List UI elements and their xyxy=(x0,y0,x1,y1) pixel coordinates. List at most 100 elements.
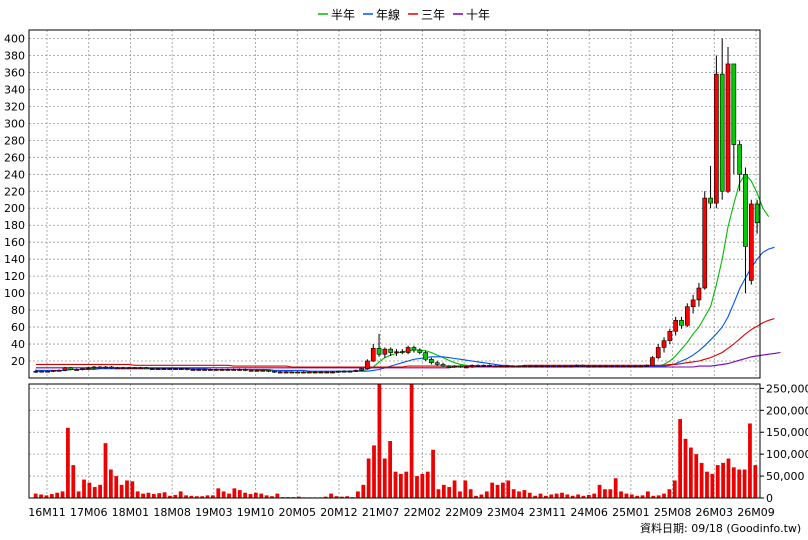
volume-tick-label: 100,000 xyxy=(766,448,808,461)
candle-body xyxy=(725,63,731,192)
volume-tick-label: 0 xyxy=(766,492,773,505)
volume-bar xyxy=(114,476,119,498)
candle-body xyxy=(586,365,591,368)
x-tick-label: 23M11 xyxy=(529,506,567,519)
legend-label-3: 十年 xyxy=(466,8,490,22)
candle-body xyxy=(306,371,312,374)
candlesticks xyxy=(33,38,760,374)
volume-bar xyxy=(753,465,758,498)
candle-body xyxy=(91,366,97,369)
candle-body xyxy=(411,347,417,351)
volume-bar xyxy=(672,480,677,498)
candle-body xyxy=(196,369,202,371)
candle-body xyxy=(591,365,597,368)
candle-body xyxy=(213,369,219,371)
volume-bar xyxy=(119,484,124,498)
candle-body xyxy=(504,365,510,368)
volume-bar xyxy=(549,494,554,498)
price-tick-label: 100 xyxy=(4,287,25,300)
candle-body xyxy=(615,365,620,368)
candle-body xyxy=(173,368,178,370)
candle-body xyxy=(62,367,68,371)
x-tick-label: 17M06 xyxy=(70,506,108,519)
x-tick-label: 19M10 xyxy=(237,506,275,519)
volume-bar xyxy=(543,495,548,498)
volume-bar xyxy=(329,493,333,498)
volume-bar xyxy=(629,494,634,498)
ma-line-0 xyxy=(35,173,770,373)
volume-bar xyxy=(678,419,683,498)
volume-bar xyxy=(506,480,511,498)
candle-body xyxy=(719,73,725,192)
volume-bar xyxy=(377,384,382,498)
volume-bar xyxy=(92,487,97,498)
candle-body xyxy=(434,362,440,365)
volume-bar xyxy=(125,480,129,498)
candle-body xyxy=(539,365,545,368)
volume-bar xyxy=(205,495,210,498)
volume-bar xyxy=(382,458,387,498)
volume-bar xyxy=(447,487,452,498)
volume-bar xyxy=(538,493,543,498)
price-tick-label: 240 xyxy=(4,168,25,181)
price-tick-label: 380 xyxy=(4,49,25,62)
candle-body xyxy=(103,366,109,369)
x-tick-label: 24M06 xyxy=(570,506,608,519)
volume-bar xyxy=(98,484,103,498)
candle-body xyxy=(114,367,120,370)
candle-body xyxy=(702,197,708,289)
volume-bar xyxy=(613,478,618,498)
volume-bar xyxy=(742,469,747,498)
candle-body xyxy=(580,364,585,367)
volume-bar xyxy=(420,473,425,498)
candle-body xyxy=(97,366,103,369)
candle-body xyxy=(184,368,190,370)
candle-body xyxy=(644,364,649,367)
volume-bar xyxy=(527,492,532,498)
legend-label-2: 三年 xyxy=(421,8,445,22)
x-tick-label: 18M01 xyxy=(112,506,150,519)
price-tick-label: 280 xyxy=(4,134,25,147)
volume-bar xyxy=(458,491,462,498)
volume-tick-label: 250,000 xyxy=(766,382,808,395)
candle-body xyxy=(545,365,551,368)
volume-bar xyxy=(603,489,607,498)
candle-body xyxy=(120,367,126,370)
candle-body xyxy=(667,331,673,341)
volume-bar xyxy=(656,495,661,498)
volume-bar xyxy=(259,493,264,498)
candle-body xyxy=(149,368,155,370)
candle-body xyxy=(603,365,609,368)
volume-bar xyxy=(76,491,81,498)
volume-bar xyxy=(103,443,108,498)
price-tick-label: 20 xyxy=(11,355,25,368)
x-tick-label: 26M03 xyxy=(696,506,734,519)
candle-body xyxy=(277,371,283,374)
ma-line-1 xyxy=(35,246,775,372)
candle-body xyxy=(74,369,79,371)
candle-body xyxy=(679,319,684,326)
volume-bar xyxy=(162,492,167,498)
candle-body xyxy=(167,368,173,370)
price-tick-label: 400 xyxy=(4,32,25,45)
price-tick-label: 140 xyxy=(4,253,25,266)
volume-bar xyxy=(715,465,720,498)
volume-bar xyxy=(688,447,693,498)
volume-bar xyxy=(361,484,366,498)
price-tick-label: 40 xyxy=(11,338,25,351)
candle-body xyxy=(562,365,568,368)
candle-body xyxy=(248,370,254,372)
volume-bar xyxy=(436,489,441,498)
volume-bar xyxy=(44,495,49,498)
candle-body xyxy=(347,370,353,373)
volume-bar xyxy=(425,471,430,498)
volume-bar xyxy=(511,489,516,498)
candle-body xyxy=(242,369,248,371)
moving-average-lines xyxy=(35,173,781,373)
volume-bar xyxy=(667,489,672,498)
candle-body xyxy=(318,371,324,374)
volume-bar xyxy=(211,495,215,498)
volume-bar xyxy=(275,493,280,498)
x-tick-label: 22M09 xyxy=(445,506,483,519)
candle-body xyxy=(254,370,260,372)
